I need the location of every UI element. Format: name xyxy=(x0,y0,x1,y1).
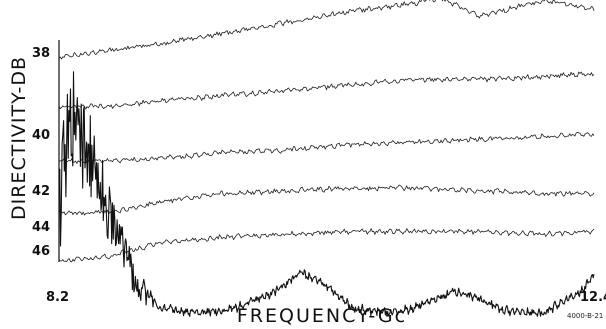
y-tick-label-44: 44 xyxy=(32,220,50,235)
y-tick-label-38: 38 xyxy=(32,46,50,61)
series-trace-5 xyxy=(58,228,595,263)
y-tick-label-40: 40 xyxy=(32,128,50,143)
figure-note: 4000-B-21 xyxy=(567,312,603,320)
series-traces xyxy=(58,0,595,317)
x-axis-label: FREQUENCY-Gc xyxy=(237,305,407,327)
x-tick-label-end: 12.4 xyxy=(580,290,606,305)
x-tick-label-start: 8.2 xyxy=(46,290,69,305)
series-trace-3 xyxy=(58,132,595,164)
y-tick-label-46: 46 xyxy=(32,244,50,259)
y-axis-label: DIRECTIVITY-DB xyxy=(8,56,30,220)
y-tick-label-42: 42 xyxy=(32,184,50,199)
series-trace-2 xyxy=(58,71,595,110)
series-trace-4 xyxy=(58,184,595,216)
series-trace-6 xyxy=(58,71,595,317)
series-trace-1 xyxy=(58,0,595,60)
y-tick-labels: 38 40 42 44 46 xyxy=(32,46,50,259)
